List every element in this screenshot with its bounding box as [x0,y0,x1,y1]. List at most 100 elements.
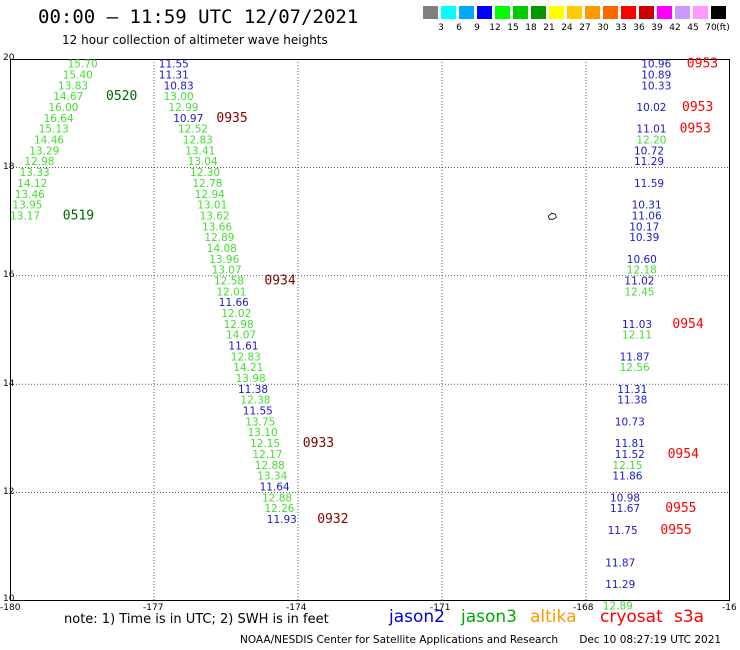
wave-height-label: 11.86 [612,471,642,483]
x-tick-label: -168 [573,603,594,613]
wave-height-label: 11.29 [634,156,664,168]
wave-height-label: 14.67 [53,91,83,103]
credit-stamp: Dec 10 08:27:19 UTC 2021 [579,634,722,646]
colorbar-label: 39 [651,23,663,33]
x-tick-label: -180 [0,603,21,613]
wave-height-label: 10.96 [641,59,671,71]
colorbar-swatch [711,6,726,19]
page-title: 00:00 – 11:59 UTC 12/07/2021 [38,6,359,28]
wave-height-label: 12.11 [622,330,652,342]
y-tick-label: 12 [3,487,15,497]
legend-jason2: jason2 [389,607,445,627]
wave-height-label: 13.62 [200,210,230,222]
wave-height-label: 12.83 [183,135,213,147]
map-frame [10,59,730,601]
wave-height-label: 12.58 [214,275,244,287]
wave-height-label: 15.13 [39,124,69,136]
pass-time-label: 0932 [317,512,348,527]
wave-height-label: 13.83 [58,80,88,92]
wave-height-label: 13.10 [248,427,278,439]
wave-height-label: 13.98 [236,373,266,385]
wave-height-label: 13.01 [197,200,227,212]
pass-time-label: 0519 [63,208,94,223]
wave-height-label: 11.02 [624,275,654,287]
wave-height-label: 12.56 [620,362,650,374]
wave-height-label: 12.98 [224,319,254,331]
wave-height-label: 10.98 [610,492,640,504]
legend-jason3: jason3 [461,607,517,627]
wave-height-label: 12.20 [636,135,666,147]
colorbar-swatch [459,6,474,19]
x-tick-label: -174 [286,603,307,613]
colorbar-swatch [585,6,600,19]
wave-height-label: 12.94 [195,189,225,201]
wave-height-label: 12.78 [192,178,222,190]
pass-time-label: 0935 [216,111,247,126]
wave-height-label: 13.17 [10,210,40,222]
wave-height-label: 10.02 [636,102,666,114]
colorbar-label: 27 [579,23,591,33]
wave-height-label: 11.87 [620,351,650,363]
wave-height-label: 11.31 [617,384,647,396]
x-tick-label: -171 [430,603,451,613]
pass-time-label: 0953 [682,100,713,115]
colorbar-swatch [639,6,654,19]
colorbar-swatch [513,6,528,19]
colorbar-label: 21 [543,23,555,33]
wave-height-label: 11.75 [608,525,638,537]
wave-height-label: 11.59 [634,178,664,190]
colorbar-swatch [621,6,636,19]
pass-time-label: 0953 [680,122,711,137]
colorbar-label: 24 [561,23,573,33]
wave-height-label: 14.21 [233,362,263,374]
x-tick-label: -177 [143,603,164,613]
wave-height-label: 11.55 [159,59,189,71]
wave-height-label: 12.02 [221,308,251,320]
wave-height-label: 16.64 [44,113,74,125]
wave-height-label: 12.88 [262,492,292,504]
wave-height-label: 13.46 [15,189,45,201]
pass-time-label: 0955 [660,523,691,538]
wave-height-label: 11.01 [636,124,666,136]
wave-height-label: 11.38 [617,395,647,407]
colorbar-label: 6 [456,23,462,33]
island-outline [547,212,557,220]
wave-height-label: 11.64 [260,481,290,493]
wave-height-label: 12.30 [190,167,220,179]
wave-height-label: 10.31 [632,200,662,212]
y-tick-label: 10 [3,594,15,604]
legend-cryosat: cryosat [600,607,663,627]
colorbar-swatch [549,6,564,19]
wave-height-label: 10.73 [615,416,645,428]
wave-height-label: 12.99 [168,102,198,114]
wave-height-label: 12.89 [603,601,633,613]
colorbar-label: 12 [489,23,501,33]
credit-line: NOAA/NESDIS Center for Satellite Applica… [240,634,739,646]
wave-height-label: 13.66 [202,221,232,233]
page-subtitle: 12 hour collection of altimeter wave hei… [62,33,328,47]
wave-height-label: 12.83 [231,351,261,363]
wave-height-label: 11.67 [610,503,640,515]
wave-height-label: 15.40 [63,70,93,82]
pass-time-label: 0520 [106,89,137,104]
wave-height-label: 13.41 [185,145,215,157]
wave-height-label: 11.38 [238,384,268,396]
wave-height-label: 13.96 [209,254,239,266]
wave-height-label: 13.95 [12,200,42,212]
colorbar-label: 33 [615,23,627,33]
colorbar-swatch [603,6,618,19]
wave-height-label: 10.60 [627,254,657,266]
wave-height-label: 10.39 [629,232,659,244]
wave-height-label: 10.97 [173,113,203,125]
wave-height-label: 16.00 [48,102,78,114]
wave-height-label: 13.07 [212,265,242,277]
wave-height-label: 12.89 [204,232,234,244]
wave-height-label: 10.83 [164,80,194,92]
wave-height-label: 14.07 [226,330,256,342]
x-tick-label: -16 [722,603,737,613]
pass-time-label: 0955 [665,501,696,516]
wave-height-label: 12.17 [252,449,282,461]
y-tick-label: 20 [3,53,15,63]
pass-time-label: 0933 [303,436,334,451]
